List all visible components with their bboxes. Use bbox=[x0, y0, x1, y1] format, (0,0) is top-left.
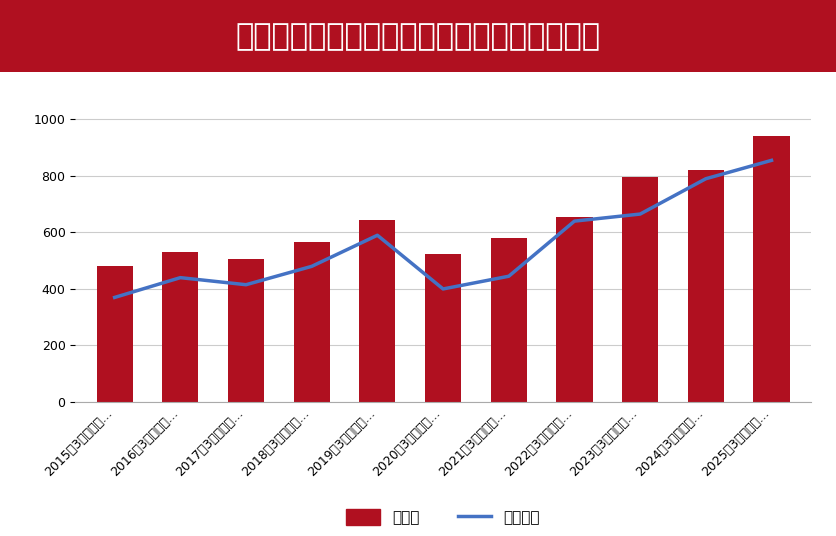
Bar bbox=[557, 217, 593, 402]
Text: 上場企業の売上高・営業利益の推移（兆円）: 上場企業の売上高・営業利益の推移（兆円） bbox=[236, 21, 600, 51]
Bar bbox=[97, 266, 133, 402]
Bar bbox=[359, 220, 395, 402]
Bar bbox=[425, 254, 461, 402]
Bar bbox=[293, 242, 329, 402]
Legend: 売上高, 営業利益: 売上高, 営業利益 bbox=[346, 509, 540, 525]
Bar bbox=[622, 177, 658, 402]
Bar bbox=[688, 170, 724, 402]
Bar bbox=[491, 238, 527, 402]
Bar bbox=[228, 259, 264, 402]
Bar bbox=[753, 136, 789, 402]
Bar bbox=[162, 252, 198, 402]
